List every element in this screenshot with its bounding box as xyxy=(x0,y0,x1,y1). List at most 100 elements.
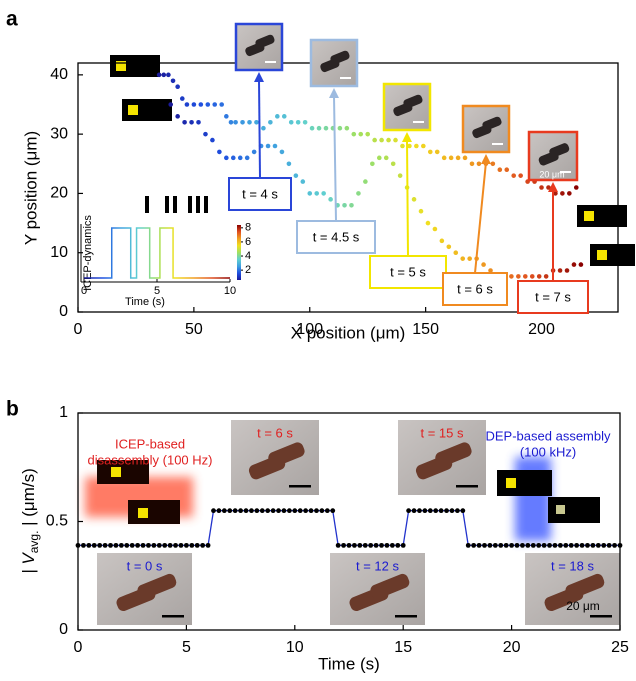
trajectory-point xyxy=(321,191,326,196)
annotation: (100 kHz) xyxy=(520,444,576,459)
trajectory-point xyxy=(446,244,452,250)
trajectory-point xyxy=(230,155,236,161)
particles xyxy=(320,50,350,73)
trajectory-point xyxy=(300,179,306,184)
trajectory-point xyxy=(407,143,412,149)
trajectory-point xyxy=(351,131,357,137)
particles xyxy=(116,573,177,612)
velocity-point xyxy=(514,542,520,548)
velocity-point xyxy=(455,508,460,514)
velocity-point xyxy=(395,542,401,548)
trajectory-point xyxy=(567,191,572,196)
trajectory-point xyxy=(372,137,377,143)
trajectory-point xyxy=(441,155,447,161)
y-tick-label: 1 xyxy=(59,404,68,421)
particles xyxy=(544,573,605,612)
y-axis-label: | Vavg. | (μm/s) xyxy=(19,468,41,574)
velocity-point xyxy=(243,508,249,514)
trajectory-point xyxy=(307,191,313,196)
trajectory-point xyxy=(560,191,565,196)
time-box xyxy=(442,272,508,306)
time-label: t = 7 s xyxy=(535,289,571,304)
trajectory-point xyxy=(166,72,171,78)
trajectory-point xyxy=(316,125,322,131)
scale-bar xyxy=(162,615,184,618)
inset-y-label: ICEP-dynamics xyxy=(82,215,94,291)
y-label-sub: avg. xyxy=(27,531,41,554)
velocity-point xyxy=(552,542,558,548)
trajectory-point xyxy=(543,274,549,279)
inset-x-tick-label: 0 xyxy=(81,285,87,297)
trajectory-point xyxy=(342,202,347,208)
dep-glow xyxy=(515,457,551,541)
arrow xyxy=(333,95,337,222)
x-tick-label: 5 xyxy=(182,639,191,656)
trajectory-point xyxy=(432,226,438,232)
velocity-point xyxy=(530,542,536,548)
velocity-point xyxy=(590,542,596,548)
velocity-point xyxy=(276,508,281,514)
velocity-point xyxy=(303,508,309,514)
arrow-head xyxy=(402,132,412,142)
velocity-point xyxy=(81,542,86,548)
velocity-point xyxy=(102,542,108,548)
trajectory-point xyxy=(349,202,354,208)
velocity-point xyxy=(606,542,612,548)
trajectory-point xyxy=(411,197,417,202)
time-label: t = 15 s xyxy=(421,425,464,440)
trajectory-point xyxy=(379,137,384,143)
trajectory-point xyxy=(212,102,218,107)
trajectory-point xyxy=(224,114,229,119)
velocity-point xyxy=(373,542,379,548)
particle-icon xyxy=(110,55,635,266)
arrow xyxy=(474,161,487,274)
x-tick-label: 0 xyxy=(74,639,83,656)
trajectory-point xyxy=(481,262,486,267)
velocity-point xyxy=(427,508,433,514)
y-label-part: | (μm/s) xyxy=(19,468,38,530)
velocity-point xyxy=(579,542,585,548)
velocity-point xyxy=(216,508,222,514)
colorbar-tick-label: 4 xyxy=(245,250,251,262)
trajectory-point xyxy=(356,191,361,196)
velocity-point xyxy=(568,542,574,548)
trajectory-point xyxy=(518,173,523,178)
particles xyxy=(393,94,423,117)
arrow-head xyxy=(481,154,491,164)
arrow-head xyxy=(548,182,558,192)
trajectory-point xyxy=(228,119,234,125)
trajectory-point xyxy=(476,161,482,167)
particles xyxy=(415,442,472,480)
velocity-point xyxy=(460,508,466,514)
x-tick-label: 150 xyxy=(412,321,439,338)
colorbar xyxy=(237,225,241,280)
trajectory-point xyxy=(156,72,162,78)
velocity-point xyxy=(465,542,471,548)
velocity-point xyxy=(362,542,368,548)
velocity-point xyxy=(525,542,531,548)
velocity-point xyxy=(557,542,563,548)
trajectory-point xyxy=(275,114,280,119)
inset-x-label: Time (s) xyxy=(125,296,165,308)
velocity-point xyxy=(221,508,227,514)
time-label: t = 5 s xyxy=(390,264,426,279)
velocity-point xyxy=(86,542,92,548)
trajectory-point xyxy=(261,125,266,131)
trajectory-point xyxy=(219,102,224,107)
trajectory-point xyxy=(564,268,570,273)
velocity-point xyxy=(498,542,504,548)
velocity-point xyxy=(200,542,206,548)
velocity-point xyxy=(113,542,119,548)
trajectory-point xyxy=(189,119,194,125)
trajectory-point xyxy=(427,149,433,155)
trajectory-point xyxy=(175,84,180,90)
velocity-point xyxy=(444,508,449,514)
trajectory-point xyxy=(453,250,459,256)
trajectory-point xyxy=(237,155,243,161)
x-tick-label: 0 xyxy=(74,321,83,338)
velocity-point xyxy=(449,508,455,514)
particles xyxy=(245,34,275,57)
trajectory-point xyxy=(462,155,468,161)
trajectory-point xyxy=(557,268,563,273)
velocity-point xyxy=(503,542,509,548)
